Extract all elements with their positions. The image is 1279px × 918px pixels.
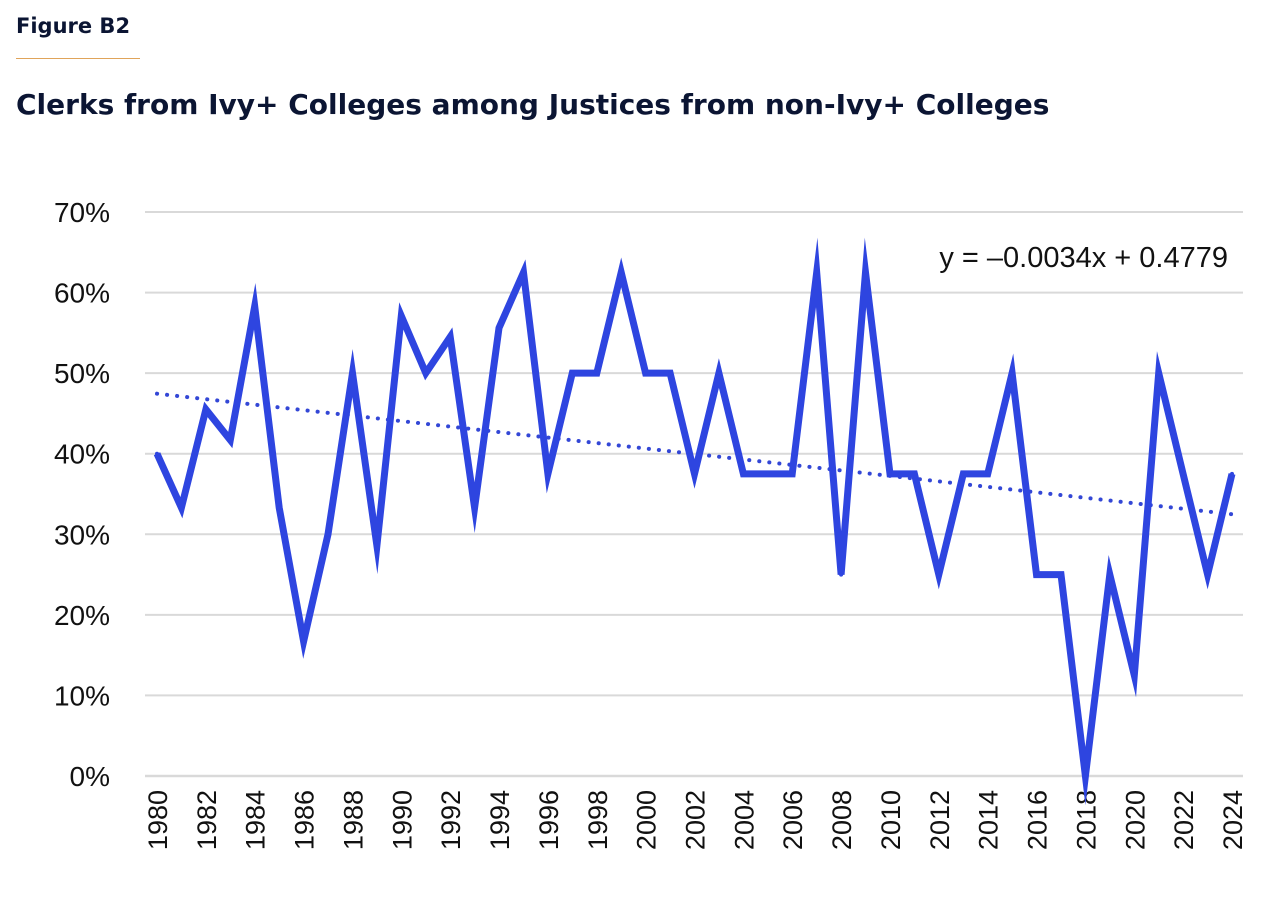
data-point bbox=[472, 505, 477, 510]
trendline-equation: y = –0.0034x + 0.4779 bbox=[939, 242, 1228, 274]
data-point bbox=[692, 471, 697, 476]
x-tick-label: 2000 bbox=[632, 790, 662, 850]
x-tick-label: 1992 bbox=[436, 790, 466, 850]
trendline-group bbox=[155, 391, 1234, 517]
x-tick-label: 2002 bbox=[681, 790, 711, 850]
data-point bbox=[790, 471, 795, 476]
data-point bbox=[545, 471, 550, 476]
x-tick-label: 1986 bbox=[290, 790, 320, 850]
x-tick-label: 2022 bbox=[1169, 790, 1199, 850]
y-tick-label: 10% bbox=[54, 680, 110, 711]
x-tick-label: 1998 bbox=[583, 790, 613, 850]
figure-label-underline bbox=[16, 58, 140, 59]
data-point bbox=[863, 270, 868, 275]
data-point bbox=[1181, 471, 1186, 476]
x-tick-label: 1988 bbox=[338, 790, 368, 850]
y-axis-ticks: 0% 10% 20% 30% 40% 50% 60% 70% bbox=[54, 197, 110, 792]
data-point bbox=[741, 471, 746, 476]
x-tick-label: 1994 bbox=[485, 790, 515, 850]
data-point bbox=[936, 572, 941, 577]
data-point bbox=[423, 371, 428, 376]
data-point bbox=[839, 572, 844, 577]
x-tick-label: 2024 bbox=[1218, 790, 1248, 850]
data-point bbox=[814, 270, 819, 275]
x-tick-label: 2006 bbox=[778, 790, 808, 850]
data-point bbox=[350, 371, 355, 376]
data-point bbox=[668, 371, 673, 376]
data-point bbox=[1059, 572, 1063, 577]
data-point bbox=[643, 371, 648, 376]
data-point bbox=[1132, 673, 1137, 678]
data-point bbox=[716, 371, 721, 376]
x-tick-label: 2004 bbox=[729, 790, 759, 850]
data-point bbox=[203, 407, 208, 412]
x-tick-label: 1996 bbox=[534, 790, 564, 850]
data-point bbox=[912, 471, 917, 476]
data-point bbox=[888, 471, 892, 476]
x-tick-label: 2010 bbox=[876, 790, 906, 850]
data-point bbox=[155, 451, 159, 456]
data-point bbox=[765, 471, 770, 476]
data-point bbox=[1034, 572, 1039, 577]
data-point bbox=[1107, 572, 1112, 577]
x-tick-label: 1982 bbox=[192, 790, 222, 850]
data-points bbox=[155, 270, 1234, 778]
x-axis-ticks: 1980 1982 1984 1986 1988 1990 1992 1994 1996 1998… bbox=[143, 790, 1248, 850]
data-point bbox=[521, 270, 526, 275]
data-point bbox=[619, 270, 624, 275]
data-point bbox=[570, 371, 575, 376]
data-point bbox=[1083, 774, 1088, 778]
chart-title: Clerks from Ivy+ Colleges among Justices… bbox=[16, 88, 1050, 121]
y-tick-label: 30% bbox=[54, 519, 110, 550]
y-tick-label: 40% bbox=[54, 439, 110, 470]
y-tick-label: 0% bbox=[70, 761, 110, 792]
data-point bbox=[301, 639, 306, 644]
y-tick-label: 60% bbox=[54, 278, 110, 309]
data-point bbox=[961, 471, 966, 476]
x-tick-label: 2014 bbox=[974, 790, 1004, 850]
data-point bbox=[1205, 572, 1210, 577]
data-point bbox=[497, 326, 501, 330]
y-tick-label: 50% bbox=[54, 358, 110, 389]
data-point bbox=[448, 334, 453, 339]
trendline bbox=[155, 391, 1234, 517]
y-tick-label: 70% bbox=[54, 197, 110, 228]
data-point bbox=[228, 438, 233, 442]
data-point bbox=[252, 304, 257, 309]
gridlines bbox=[145, 211, 1243, 778]
x-tick-label: 2012 bbox=[925, 790, 955, 850]
x-tick-label: 2020 bbox=[1120, 790, 1150, 850]
data-point bbox=[179, 505, 184, 510]
data-point bbox=[374, 543, 379, 548]
x-tick-label: 1984 bbox=[241, 790, 271, 850]
x-tick-label: 2016 bbox=[1023, 790, 1053, 850]
data-point bbox=[1156, 371, 1161, 376]
data-point bbox=[399, 313, 404, 318]
series-line bbox=[153, 237, 1236, 806]
data-point bbox=[594, 371, 599, 376]
series-group bbox=[153, 237, 1236, 806]
y-tick-label: 20% bbox=[54, 600, 110, 631]
data-point bbox=[1230, 471, 1234, 476]
x-tick-label: 1980 bbox=[143, 790, 173, 850]
x-tick-label: 2018 bbox=[1071, 790, 1101, 850]
figure-label: Figure B2 bbox=[16, 14, 131, 38]
data-point bbox=[326, 532, 330, 537]
x-tick-label: 2008 bbox=[827, 790, 857, 850]
data-point bbox=[277, 505, 282, 510]
data-point bbox=[1010, 371, 1015, 376]
data-point bbox=[985, 471, 990, 476]
x-tick-label: 1990 bbox=[387, 790, 417, 850]
